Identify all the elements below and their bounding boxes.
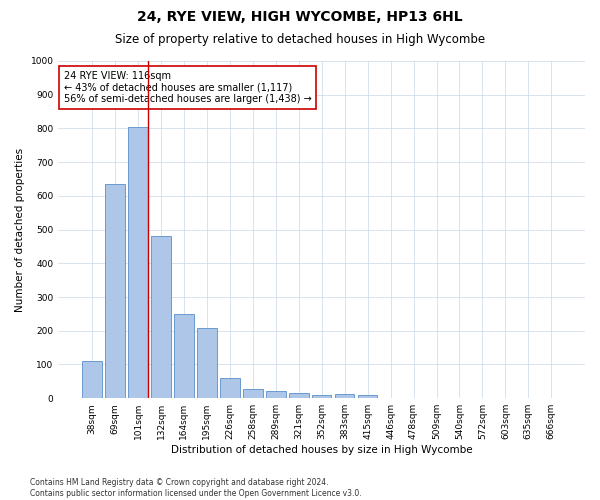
Bar (243, 389, 263, 398)
Bar (82, 361, 102, 398)
Bar (335, 394, 355, 398)
Bar (220, 378, 239, 398)
Bar (106, 184, 125, 398)
Text: Contains HM Land Registry data © Crown copyright and database right 2024.
Contai: Contains HM Land Registry data © Crown c… (30, 478, 362, 498)
Text: 24 RYE VIEW: 116sqm
← 43% of detached houses are smaller (1,117)
56% of semi-det: 24 RYE VIEW: 116sqm ← 43% of detached ho… (64, 71, 311, 104)
Bar (266, 392, 286, 398)
Y-axis label: Number of detached properties: Number of detached properties (15, 148, 25, 312)
Bar (128, 127, 148, 398)
Bar (358, 395, 377, 398)
Bar (151, 236, 171, 398)
X-axis label: Distribution of detached houses by size in High Wycombe: Distribution of detached houses by size … (171, 445, 473, 455)
Text: Size of property relative to detached houses in High Wycombe: Size of property relative to detached ho… (115, 32, 485, 46)
Bar (197, 328, 217, 398)
Bar (312, 395, 331, 398)
Text: 24, RYE VIEW, HIGH WYCOMBE, HP13 6HL: 24, RYE VIEW, HIGH WYCOMBE, HP13 6HL (137, 10, 463, 24)
Bar (174, 314, 194, 398)
Bar (289, 393, 308, 398)
